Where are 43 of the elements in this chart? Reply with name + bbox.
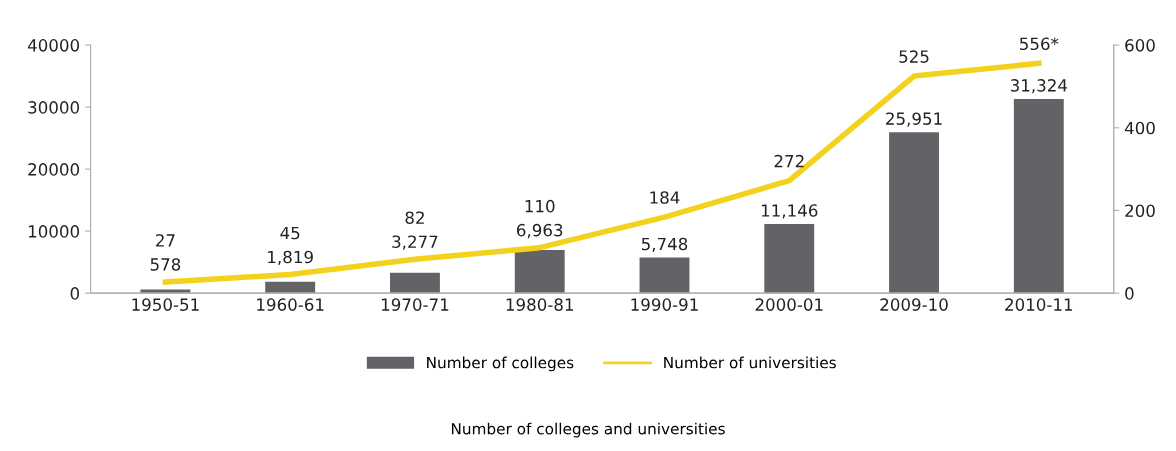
y-tick-label: 30000 [28, 101, 80, 114]
data-label: 45 [280, 226, 300, 240]
bar [639, 257, 690, 294]
x-tick-label: 2010-11 [1005, 298, 1073, 311]
bar [889, 132, 939, 294]
data-label: 31,324 [1010, 79, 1068, 94]
x-tick-label: 1960-61 [257, 298, 324, 311]
x-tick-label: 2009-10 [880, 298, 948, 311]
y2-tick-label: 400 [1124, 121, 1155, 135]
data-label: 11,146 [761, 204, 818, 219]
data-label: 82 [405, 211, 424, 225]
data-label: 556* [1020, 37, 1059, 51]
x-tick-label: 1990-91 [631, 298, 698, 311]
x-tick-label: 1980-81 [506, 298, 574, 311]
data-label: 578 [150, 258, 181, 271]
y2-tick-label: 200 [1125, 204, 1155, 218]
bar [1013, 98, 1064, 294]
data-label: 3,277 [392, 235, 438, 250]
y2-tick-label: 600 [1125, 39, 1155, 52]
legend-label: Number of universities [664, 356, 836, 369]
legend-label: Number of colleges [427, 356, 574, 372]
data-label: 110 [525, 199, 555, 213]
data-label: 6,963 [517, 223, 563, 239]
bar [390, 272, 440, 294]
y2-tick-label: 0 [1125, 287, 1134, 300]
x-tick-label: 1970-71 [381, 298, 449, 311]
y-tick-label: 0 [70, 287, 80, 300]
data-label: 25,951 [886, 112, 942, 127]
y-tick-label: 10000 [28, 225, 80, 238]
data-label: 5,748 [641, 237, 688, 252]
data-label: 272 [774, 154, 804, 168]
x-tick-label: 1950-51 [132, 298, 199, 311]
y-tick-label: 20000 [28, 163, 80, 176]
text: Number of colleges and universities [451, 422, 725, 438]
bar [764, 224, 815, 294]
data-label: 27 [156, 234, 175, 247]
bar [265, 281, 316, 294]
data-label: 525 [899, 50, 929, 63]
data-label: 184 [650, 191, 680, 204]
x-tick-label: 2000-01 [755, 298, 823, 311]
bar [514, 249, 565, 294]
y-tick-label: 40000 [27, 39, 80, 52]
data-label: 1,819 [268, 250, 313, 266]
